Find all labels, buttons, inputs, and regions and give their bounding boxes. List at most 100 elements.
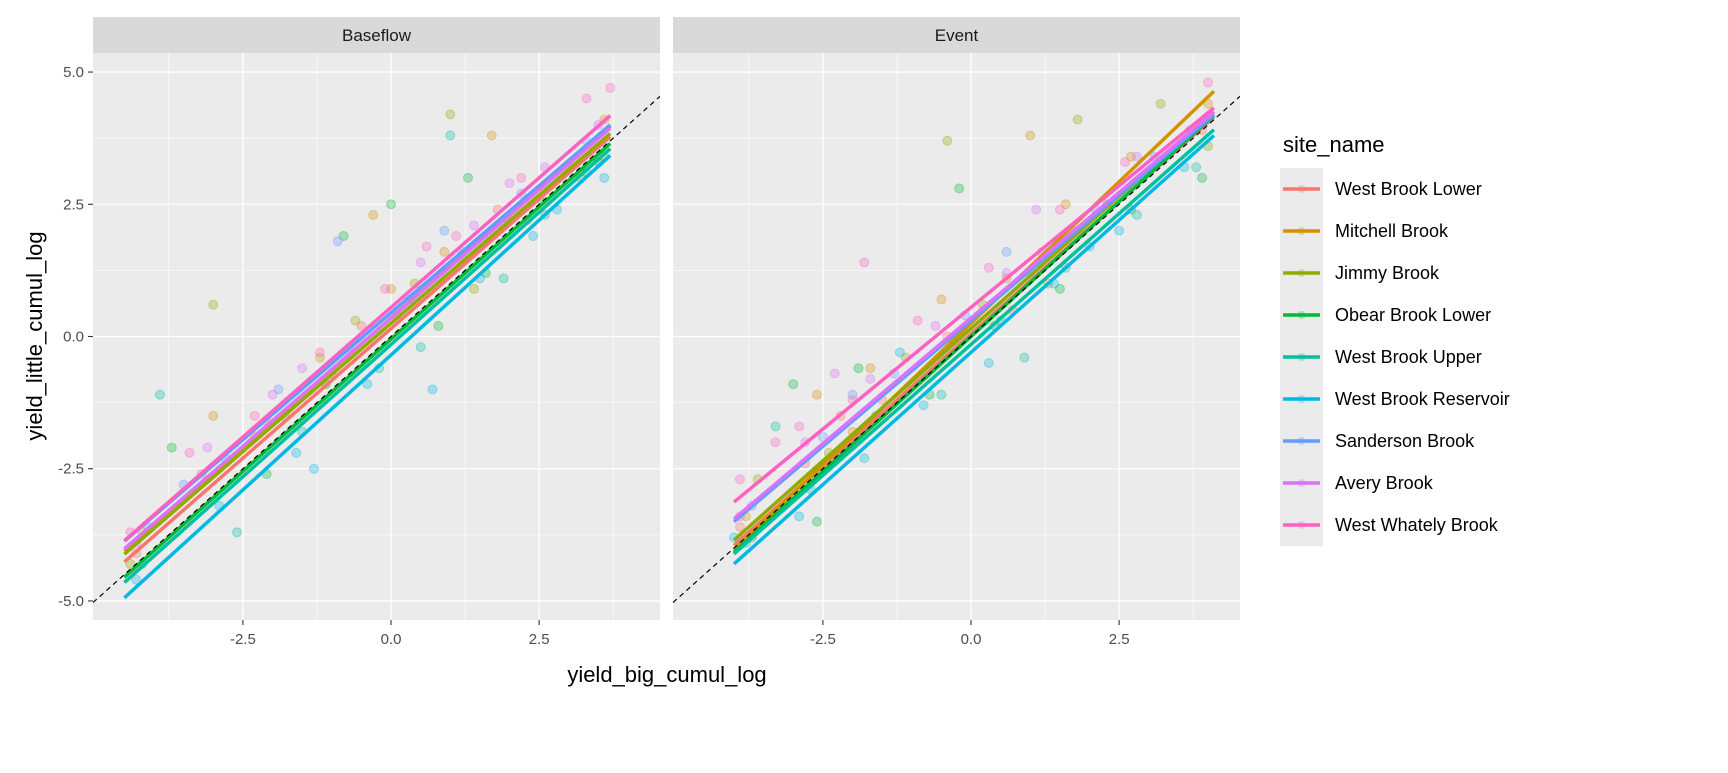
data-point (463, 172, 474, 183)
data-point (894, 347, 905, 358)
data-point (942, 135, 953, 146)
data-point (811, 516, 822, 527)
data-point (1131, 151, 1142, 162)
data-point (332, 236, 343, 247)
data-point (350, 315, 361, 326)
fit-line (123, 114, 612, 542)
legend-label: West Brook Lower (1335, 179, 1482, 199)
data-point (859, 257, 870, 268)
legend-item: Jimmy Brook (1283, 263, 1440, 283)
data-point (936, 389, 947, 400)
data-point (1114, 225, 1125, 236)
x-tick-label: 0.0 (961, 631, 982, 648)
data-point (930, 320, 941, 331)
legend-label: Mitchell Brook (1335, 221, 1449, 241)
data-point (451, 231, 462, 242)
legend-point-swatch (1297, 479, 1306, 487)
data-point (788, 379, 799, 390)
fit-line (123, 142, 612, 579)
legend-item: Sanderson Brook (1283, 431, 1475, 451)
data-point (794, 421, 805, 432)
data-point (314, 352, 325, 363)
panel-event (673, 53, 1240, 620)
legend-label: West Brook Reservoir (1335, 389, 1510, 409)
data-point (847, 389, 858, 400)
legend-point-swatch (1297, 227, 1306, 235)
data-point (308, 463, 319, 474)
data-point (202, 442, 213, 453)
legend-label: West Whately Brook (1335, 515, 1499, 535)
y-tick-label: 5.0 (63, 64, 84, 81)
fit-line (732, 89, 1216, 551)
data-point (853, 363, 864, 374)
data-point (605, 82, 616, 93)
legend-label: West Brook Upper (1335, 347, 1482, 367)
data-point (368, 209, 379, 220)
data-point (154, 389, 165, 400)
data-point (184, 447, 195, 458)
data-point (1019, 352, 1030, 363)
data-point (386, 283, 397, 294)
legend-item: West Whately Brook (1283, 515, 1499, 535)
data-point (865, 363, 876, 374)
facet-strip-event (673, 17, 1240, 53)
facet-label: Baseflow (342, 26, 412, 45)
legend-item: West Brook Lower (1283, 179, 1482, 199)
data-point (936, 294, 947, 305)
legend-item: Obear Brook Lower (1283, 305, 1491, 325)
y-axis-title: yield_little_cumul_log (22, 231, 47, 440)
data-point (1054, 204, 1065, 215)
y-tick-label: -5.0 (58, 593, 84, 610)
legend-point-swatch (1297, 185, 1306, 193)
data-point (912, 315, 923, 326)
reference-line-y-equals-x (93, 95, 660, 603)
legend-point-swatch (1297, 269, 1306, 277)
x-axis-title: yield_big_cumul_log (567, 662, 766, 687)
data-point (865, 373, 876, 384)
data-point (770, 437, 781, 448)
data-point (445, 130, 456, 141)
data-point (794, 511, 805, 522)
legend-point-swatch (1297, 437, 1306, 445)
x-tick-label: -2.5 (810, 631, 836, 648)
data-point (734, 521, 745, 532)
data-point (516, 172, 527, 183)
panel-baseflow (93, 53, 660, 620)
data-point (433, 320, 444, 331)
data-point (528, 231, 539, 242)
data-point (415, 257, 426, 268)
data-point (581, 93, 592, 104)
y-tick-label: 0.0 (63, 329, 84, 346)
data-point (273, 384, 284, 395)
data-point (1131, 209, 1142, 220)
data-point (208, 410, 219, 421)
data-point (599, 172, 610, 183)
fit-line (732, 128, 1216, 556)
data-point (1197, 172, 1208, 183)
data-point (1120, 156, 1131, 167)
legend-label: Jimmy Brook (1335, 263, 1440, 283)
data-point (1072, 114, 1083, 125)
data-point (445, 109, 456, 120)
fit-line (123, 135, 612, 564)
data-point (468, 220, 479, 231)
data-point (468, 283, 479, 294)
data-point (380, 283, 391, 294)
legend-point-swatch (1297, 353, 1306, 361)
legend-label: Sanderson Brook (1335, 431, 1475, 451)
data-point (486, 130, 497, 141)
data-point (338, 231, 349, 242)
data-point (291, 447, 302, 458)
fit-line (732, 106, 1216, 504)
data-point (267, 389, 278, 400)
legend-label: Avery Brook (1335, 473, 1434, 493)
fit-line (732, 114, 1216, 554)
data-point (770, 421, 781, 432)
data-point (362, 379, 373, 390)
data-point (427, 384, 438, 395)
legend-item: Mitchell Brook (1283, 221, 1449, 241)
data-point (983, 357, 994, 368)
legend: West Brook Lower Mitchell Brook Jimmy Broo… (1280, 168, 1510, 546)
fit-line (732, 110, 1216, 521)
